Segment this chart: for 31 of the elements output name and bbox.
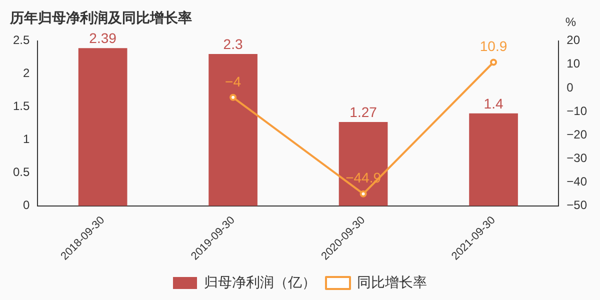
bar <box>78 48 128 206</box>
data-label: 2.39 <box>89 30 117 46</box>
point <box>360 190 367 198</box>
y-tick-label: 1.5 <box>12 99 30 114</box>
y-tick-label: 1 <box>22 132 30 146</box>
data-label: −4 <box>225 73 242 90</box>
bar <box>338 122 388 206</box>
bar <box>469 113 518 206</box>
point <box>230 94 237 101</box>
y2-tick-label: −30 <box>566 151 588 166</box>
y2-tick-label: −10 <box>566 104 588 118</box>
data-label: 10.9 <box>480 38 508 54</box>
y-tick-label: 0.5 <box>12 165 30 180</box>
y2-tick-label: −50 <box>566 198 588 212</box>
chart-title: 历年归母净利润及同比增长率 <box>9 9 192 26</box>
bar <box>208 54 258 206</box>
y2-tick-label: 20 <box>566 33 580 48</box>
legend-label: 同比增长率 <box>357 274 427 290</box>
data-label: 1.27 <box>350 104 378 120</box>
y-tick-label: 2.5 <box>12 33 30 48</box>
y2-tick-label: 0 <box>566 80 574 94</box>
y2-tick-label: 10 <box>566 56 580 71</box>
y2-axis-title: % <box>565 15 576 30</box>
legend-label: 归母净利润（亿） <box>204 274 316 290</box>
y-tick-label: 2 <box>22 66 30 80</box>
data-label: 2.3 <box>223 36 243 52</box>
data-label: 1.4 <box>484 95 504 112</box>
point <box>490 58 498 66</box>
y2-tick-label: −20 <box>566 127 588 142</box>
y2-tick-label: −40 <box>566 174 588 189</box>
y-tick-label: 0 <box>22 198 30 212</box>
